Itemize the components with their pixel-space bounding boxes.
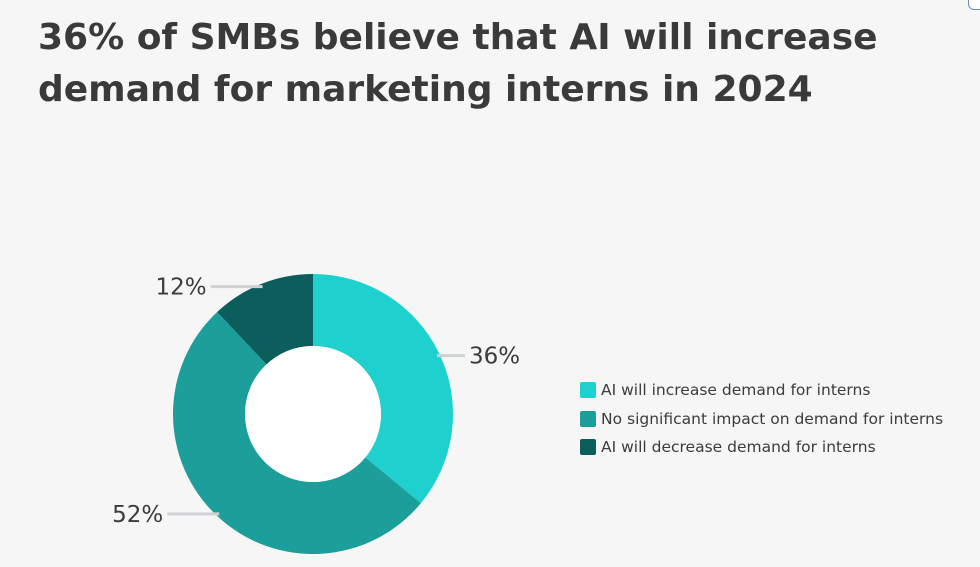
chart-title: 36% of SMBs believe that AI will increas… — [38, 17, 878, 110]
donut-slice-ai-will-decrease-demand-for-interns — [217, 274, 313, 365]
chart-legend: AI will increase demand for interns No s… — [580, 376, 943, 462]
legend-label-increase: AI will increase demand for interns — [601, 381, 871, 400]
value-label-ai-will-increase-demand-for-interns: 36% — [469, 344, 520, 370]
legend-swatch-increase — [580, 382, 596, 399]
legend-swatch-decrease — [580, 439, 596, 456]
legend-label-no-impact: No significant impact on demand for inte… — [601, 409, 944, 428]
value-label-ai-will-decrease-demand-for-interns: 12% — [155, 275, 206, 301]
value-label-no-significant-impact-on-demand-for-interns: 52% — [112, 502, 163, 528]
corner-badge-icon — [968, 0, 980, 10]
legend-item-decrease: AI will decrease demand for interns — [580, 433, 943, 462]
donut-slice-no-significant-impact-on-demand-for-interns — [172, 311, 421, 555]
legend-item-no-impact: No significant impact on demand for inte… — [580, 405, 943, 434]
legend-swatch-no-impact — [580, 410, 596, 427]
donut-slice-ai-will-increase-demand-for-interns — [313, 274, 453, 504]
legend-label-decrease: AI will decrease demand for interns — [601, 438, 876, 457]
legend-item-increase: AI will increase demand for interns — [580, 376, 943, 405]
donut-hole — [245, 346, 381, 482]
